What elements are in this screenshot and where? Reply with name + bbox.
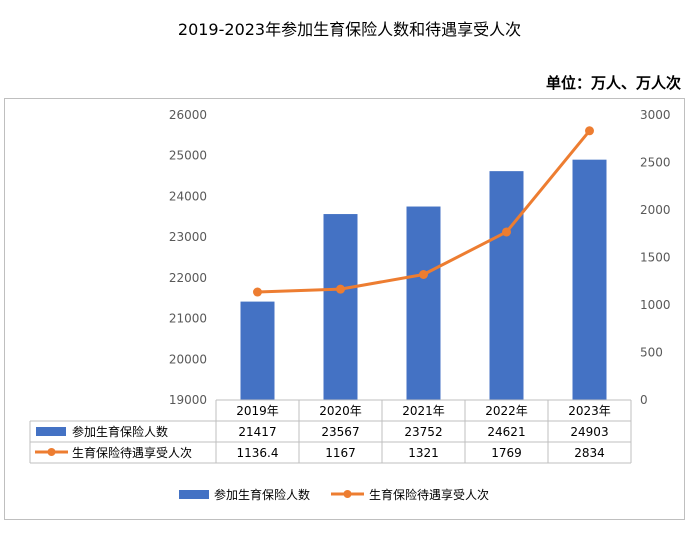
data-label: 1167 xyxy=(325,446,356,460)
data-label: 1136.4 xyxy=(237,446,279,460)
x-tick-label: 2023年 xyxy=(568,404,611,418)
y-left-tick-label: 20000 xyxy=(169,352,207,366)
table-legend-key-bar xyxy=(36,427,66,436)
y-right-tick-label: 0 xyxy=(640,393,648,407)
line-point xyxy=(419,270,428,280)
unit-label: 单位：万人、万人次 xyxy=(545,74,681,92)
y-left-tick-label: 24000 xyxy=(169,189,207,203)
line-point xyxy=(336,284,345,294)
data-label: 2834 xyxy=(574,446,605,460)
line-point xyxy=(253,287,262,297)
chart-frame xyxy=(4,98,685,520)
table-row-label: 生育保险待遇享受人次 xyxy=(72,445,192,460)
bar xyxy=(489,171,524,400)
legend-key-bar xyxy=(179,490,209,499)
bar xyxy=(240,301,275,400)
y-right-tick-label: 1500 xyxy=(640,251,671,265)
line-point xyxy=(502,227,511,237)
y-right-tick-label: 500 xyxy=(640,346,663,360)
table-row-label: 参加生育保险人数 xyxy=(72,424,168,439)
y-right-tick-label: 3000 xyxy=(640,108,671,122)
data-label: 21417 xyxy=(238,425,276,439)
y-left-tick-label: 26000 xyxy=(169,108,207,122)
y-left-tick-label: 21000 xyxy=(169,312,207,326)
x-tick-label: 2022年 xyxy=(485,404,528,418)
data-label: 23752 xyxy=(404,425,442,439)
data-label: 1769 xyxy=(491,446,522,460)
y-left-tick-label: 23000 xyxy=(169,230,207,244)
legend-label: 生育保险待遇享受人次 xyxy=(369,487,489,502)
y-left-tick-label: 25000 xyxy=(169,149,207,163)
data-label: 24903 xyxy=(570,425,608,439)
chart-title: 2019-2023年参加生育保险人数和待遇享受人次 xyxy=(177,20,522,39)
line-point xyxy=(585,126,594,136)
x-tick-label: 2020年 xyxy=(319,404,362,418)
bar xyxy=(406,206,441,400)
bar xyxy=(323,214,358,400)
data-label: 24621 xyxy=(487,425,525,439)
y-left-tick-label: 19000 xyxy=(169,393,207,407)
x-tick-label: 2019年 xyxy=(236,404,279,418)
data-label: 1321 xyxy=(408,446,439,460)
y-right-tick-label: 2500 xyxy=(640,156,671,170)
y-left-tick-label: 22000 xyxy=(169,271,207,285)
y-right-tick-label: 1000 xyxy=(640,298,671,312)
x-tick-label: 2021年 xyxy=(402,404,445,418)
legend-key-marker xyxy=(343,490,352,498)
bar xyxy=(572,159,607,400)
y-right-tick-label: 2000 xyxy=(640,203,671,217)
data-label: 23567 xyxy=(321,425,359,439)
legend-label: 参加生育保险人数 xyxy=(214,487,310,502)
table-legend-key-marker xyxy=(47,448,56,456)
